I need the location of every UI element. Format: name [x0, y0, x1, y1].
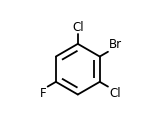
- Text: Cl: Cl: [72, 21, 84, 34]
- Text: Br: Br: [109, 38, 122, 51]
- Text: Cl: Cl: [109, 87, 121, 100]
- Text: F: F: [40, 87, 47, 100]
